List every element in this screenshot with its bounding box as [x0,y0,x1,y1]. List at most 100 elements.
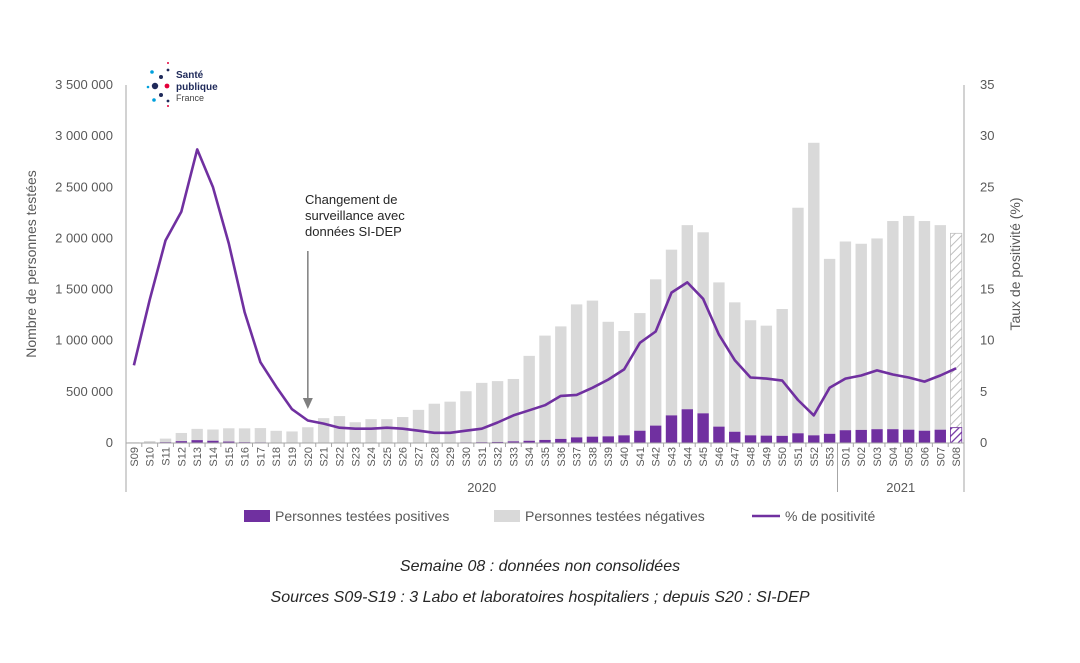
x-tick-label: S13 [192,447,204,467]
bar-negative [555,326,567,439]
bar-negative [507,378,520,442]
y-tick-label: 0 [106,435,113,450]
bar-negative [491,381,504,442]
bar-negative [649,279,662,426]
bar-positive [839,430,852,443]
x-tick-label: S09 [129,447,141,467]
bar-positive [776,435,788,443]
bar-negative [808,142,820,436]
x-tick-label: S39 [603,447,615,467]
bar-positive [191,440,203,443]
bar-negative [823,258,836,434]
bar-negative [144,441,156,443]
bar-positive [760,435,773,443]
x-tick-label: S06 [920,447,932,467]
bar-negative [428,403,441,443]
bar-positive [729,431,741,443]
bar-positive [697,413,709,443]
x-tick-label: S20 [303,447,315,467]
bar-positive [713,426,725,443]
x-tick-label: S41 [635,447,647,467]
x-tick-label: S37 [572,447,584,467]
x-tick-label: S26 [398,447,410,467]
year-label: 2021 [886,480,915,495]
x-tick-label: S18 [271,447,283,467]
positivity-line [132,148,957,435]
y2-tick-label: 5 [980,384,987,399]
x-tick-label: S22 [335,447,347,467]
bar-negative [887,221,899,430]
y-tick-label: 1 500 000 [55,282,113,297]
bar-negative [586,300,599,437]
bar-positive [792,433,804,443]
logo-line3: France [176,93,204,103]
legend-swatch-positive [244,510,270,522]
y-tick-label: 2 000 000 [55,230,113,245]
bar-negative [539,335,551,440]
legend: Personnes testées positives Personnes te… [244,508,875,524]
x-tick-label: S21 [319,447,331,467]
annotation-line-1: Changement de [305,192,398,207]
bar-positive [491,441,504,443]
x-tick-label: S16 [240,447,252,467]
x-tick-label: S29 [445,447,457,467]
x-axis: S09 S10 S11 S12 S13 S14 S15 S16 S17 S18 S19 S20 S21 S… [125,443,963,467]
bar-positive [808,435,820,443]
x-tick-label: S01 [840,447,852,467]
x-tick-label: S36 [556,447,568,467]
bar-positive [934,429,946,443]
y-tick-label: 2 500 000 [55,179,113,194]
x-tick-label: S19 [287,447,299,467]
annotation: Changement de surveillance avec données … [302,192,405,409]
bar-negative [302,427,314,443]
x-tick-label: S45 [698,447,710,467]
bar-negative [381,419,393,443]
bar-negative [570,304,583,438]
bar-negative [776,309,788,436]
x-tick-label: S46 [714,447,726,467]
x-tick-label: S12 [176,447,188,467]
bar-positive [555,438,567,443]
bar-positive [918,430,931,443]
bar-positive [207,440,219,443]
x-tick-label: S02 [856,447,868,467]
x-tick-label: S53 [825,447,837,467]
caption-line-1: Semaine 08 : données non consolidées [399,558,681,575]
x-tick-label: S27 [414,447,426,467]
x-tick-label: S42 [651,447,663,467]
x-tick-label: S15 [224,447,236,467]
bar-positive [902,429,915,443]
x-tick-label: S51 [793,447,805,467]
x-tick-label: S49 [761,447,773,467]
bar-negative [697,232,709,414]
bar-negative [254,428,267,443]
bar-negative [412,409,425,443]
legend-label-negative: Personnes testées négatives [525,508,705,524]
bar-positive [744,435,757,443]
bar-negative [760,325,773,436]
legend-swatch-negative [494,510,520,522]
year-groups: 2020 2021 [467,443,915,495]
x-tick-label: S48 [746,447,758,467]
bar-negative [918,221,931,431]
bar-negative [729,302,741,432]
bar-negative [523,355,535,441]
bar-negative [349,422,361,443]
bar-positive [570,437,583,443]
y-axis-left: 0 500 000 1 000 000 1 500 000 2 000 000 2 500… [55,77,113,450]
logo-line1: Santé [176,70,204,81]
bar-positive [539,439,551,443]
bar-negative [681,225,693,410]
y-tick-label: 1 000 000 [55,333,113,348]
positivity-line-layer [132,148,957,435]
x-tick-label: S03 [872,447,884,467]
bar-negative [159,438,172,443]
caption-line-2: Sources S09-S19 : 3 Labo et laboratoires… [270,589,810,606]
x-tick-label: S32 [493,447,505,467]
bar-positive [665,415,678,443]
y2-tick-label: 20 [980,230,994,245]
bar-negative [444,401,456,443]
annotation-arrowhead-icon [302,398,313,409]
annotation-line-2: surveillance avec [305,208,405,223]
x-tick-label: S25 [382,447,394,467]
